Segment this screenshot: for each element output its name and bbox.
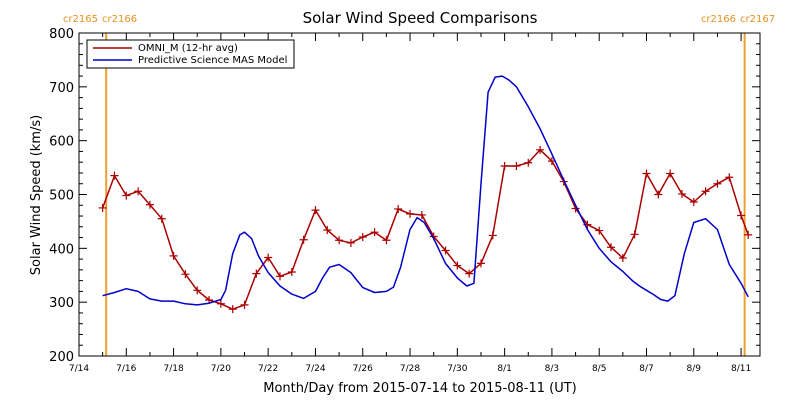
y-tick-label: 500 [49, 189, 74, 204]
x-tick-label: 7/16 [116, 364, 136, 374]
x-tick-label: 8/11 [731, 364, 751, 374]
data-point-plus [500, 161, 509, 170]
x-tick-label: 7/18 [163, 364, 183, 374]
data-point-plus [666, 169, 675, 178]
x-tick-label: 8/5 [592, 364, 606, 374]
legend: OMNI_M (12-hr avg) Predictive Science MA… [86, 39, 295, 69]
data-point-plus [382, 236, 391, 245]
data-point-plus [595, 226, 604, 235]
data-point-plus [406, 209, 415, 218]
data-point-plus [216, 299, 225, 308]
data-point-plus [654, 190, 663, 199]
data-point-plus [287, 268, 296, 277]
y-tick-label: 400 [49, 242, 74, 257]
x-tick-label: 7/20 [211, 364, 231, 374]
y-tick-label: 200 [49, 350, 74, 365]
series-line-0 [101, 149, 749, 310]
data-point-plus [453, 261, 462, 270]
x-tick-label: 7/22 [258, 364, 278, 374]
legend-label-omni: OMNI_M (12-hr avg) [138, 43, 238, 54]
data-point-plus [618, 254, 627, 263]
y-axis-label: Solar Wind Speed (km/s) [29, 115, 44, 275]
y-tick-label: 700 [49, 81, 74, 96]
data-point-plus [488, 231, 497, 240]
data-point-plus [441, 246, 450, 255]
series-line-1 [102, 75, 749, 306]
x-tick-label: 7/30 [447, 364, 467, 374]
x-tick-label: 8/9 [687, 364, 702, 374]
data-point-plus [323, 226, 332, 235]
data-point-plus [110, 171, 119, 180]
data-point-plus [394, 205, 403, 214]
x-tick-label: 7/28 [400, 364, 420, 374]
x-tick-label: 7/14 [69, 364, 89, 374]
data-point-plus [476, 259, 485, 268]
data-point-plus [465, 269, 474, 278]
data-point-plus [335, 236, 344, 245]
legend-box [86, 39, 295, 69]
data-point-plus [725, 173, 734, 182]
x-axis-label: Month/Day from 2015-07-14 to 2015-08-11 … [263, 381, 576, 396]
data-point-plus [713, 179, 722, 188]
data-point-plus [145, 200, 154, 209]
data-point-plus [275, 272, 284, 281]
x-tick-label: 8/1 [497, 364, 511, 374]
data-point-plus [228, 305, 237, 314]
data-point-plus [370, 228, 379, 237]
data-point-plus [689, 198, 698, 207]
data-point-plus [346, 238, 355, 247]
data-point-plus [701, 187, 710, 196]
x-tick-label: 7/24 [305, 364, 325, 374]
data-point-plus [98, 203, 107, 212]
data-point-plus [311, 206, 320, 215]
data-point-plus [169, 251, 178, 260]
data-point-plus [607, 243, 616, 252]
data-point-plus [536, 145, 545, 154]
data-point-plus [299, 235, 308, 244]
chart-title: Solar Wind Speed Comparisons [303, 9, 538, 27]
data-point-plus [512, 161, 521, 170]
data-point-plus [264, 253, 273, 262]
data-point-plus [642, 169, 651, 178]
x-tick-label: 8/3 [545, 364, 559, 374]
data-point-plus [122, 191, 131, 200]
data-point-plus [252, 269, 261, 278]
data-point-plus [157, 214, 166, 223]
data-point-plus [134, 187, 143, 196]
data-point-plus [677, 189, 686, 198]
data-point-plus [630, 230, 639, 239]
data-point-plus [193, 286, 202, 295]
data-point-plus [417, 210, 426, 219]
y-tick-label: 300 [49, 296, 74, 311]
data-point-plus [181, 270, 190, 279]
y-tick-label: 600 [49, 135, 74, 150]
carrington-label-before: cr2166 [701, 14, 736, 25]
y-tick-label: 800 [49, 27, 74, 42]
x-tick-label: 7/26 [353, 364, 373, 374]
data-point-plus [737, 211, 746, 220]
data-point-plus [524, 158, 533, 167]
data-point-plus [744, 230, 753, 239]
legend-label-mas: Predictive Science MAS Model [138, 55, 287, 66]
x-tick-label: 8/7 [639, 364, 653, 374]
data-point-plus [240, 300, 249, 309]
data-point-plus [358, 233, 367, 242]
carrington-label-after: cr2166 [102, 14, 137, 25]
carrington-label-before: cr2165 [63, 14, 98, 25]
carrington-label-after: cr2167 [740, 14, 775, 25]
